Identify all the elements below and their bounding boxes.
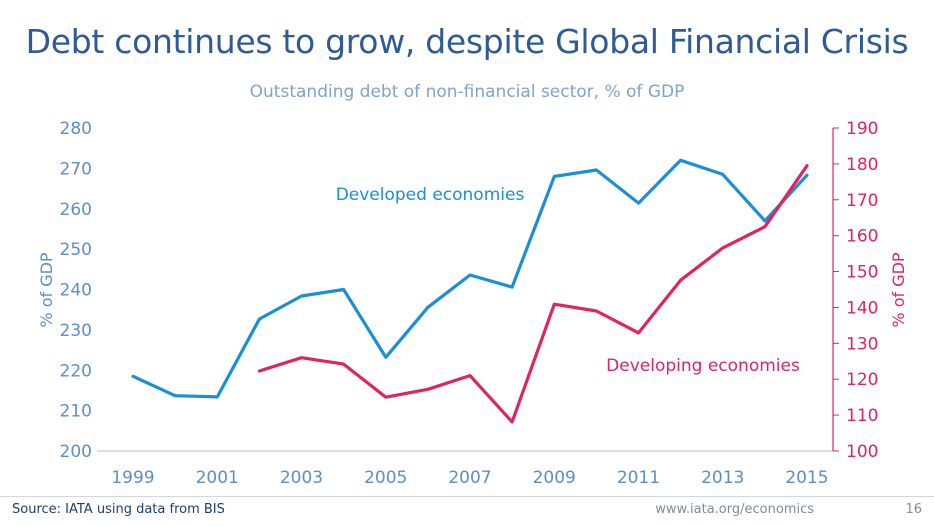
source-note: Source: IATA using data from BIS bbox=[12, 502, 225, 517]
x-tick-label: 2011 bbox=[617, 468, 660, 488]
data-point-developed bbox=[722, 174, 723, 175]
data-point-developed bbox=[259, 318, 260, 319]
data-point-developed bbox=[427, 307, 428, 308]
data-point-developing bbox=[512, 421, 513, 422]
y-right-axis-title: % of GDP bbox=[889, 252, 908, 328]
data-point-developing bbox=[807, 165, 808, 166]
website-link[interactable]: www.iata.org/economics bbox=[655, 502, 814, 517]
data-point-developed bbox=[385, 357, 386, 358]
y-left-axis-title: % of GDP bbox=[37, 252, 56, 328]
data-point-developing bbox=[385, 397, 386, 398]
data-point-developed bbox=[343, 289, 344, 290]
data-point-developed bbox=[470, 274, 471, 275]
y-left-tick-label: 210 bbox=[60, 402, 92, 422]
y-right-tick-label: 130 bbox=[846, 334, 878, 354]
data-point-developed bbox=[301, 295, 302, 296]
data-point-developing bbox=[301, 357, 302, 358]
y-right-tick-label: 140 bbox=[846, 298, 878, 318]
data-point-developed bbox=[133, 376, 134, 377]
data-point-developed bbox=[764, 220, 765, 221]
x-tick-label: 1999 bbox=[111, 468, 154, 488]
y-left-tick-label: 250 bbox=[60, 240, 92, 260]
data-point-developed bbox=[217, 396, 218, 397]
data-point-developing bbox=[680, 280, 681, 281]
y-right-tick-label: 150 bbox=[846, 263, 878, 283]
series-line-developing bbox=[257, 164, 809, 424]
data-point-developed bbox=[175, 395, 176, 396]
x-tick-label: 2009 bbox=[533, 468, 576, 488]
data-point-developing bbox=[259, 370, 260, 371]
data-point-developed bbox=[807, 175, 808, 176]
y-right-tick-label: 160 bbox=[846, 227, 878, 247]
y-left-tick-label: 230 bbox=[60, 321, 92, 341]
data-point-developing bbox=[638, 332, 639, 333]
y-right-tick-label: 110 bbox=[846, 406, 878, 426]
y-right-tick-label: 120 bbox=[846, 370, 878, 390]
x-tick-label: 2013 bbox=[701, 468, 744, 488]
chart-subtitle: Outstanding debt of non-financial sector… bbox=[249, 82, 685, 102]
data-point-developing bbox=[427, 389, 428, 390]
data-point-developed bbox=[512, 287, 513, 288]
series-label-developed: Developed economies bbox=[336, 185, 525, 205]
y-right-tick-label: 100 bbox=[846, 442, 878, 462]
data-point-developed bbox=[680, 160, 681, 161]
data-point-developing bbox=[343, 364, 344, 365]
x-tick-label: 2003 bbox=[280, 468, 323, 488]
data-point-developing bbox=[554, 304, 555, 305]
data-point-developed bbox=[554, 176, 555, 177]
data-point-developing bbox=[722, 247, 723, 248]
y-right-tick-label: 190 bbox=[846, 119, 878, 139]
footer-divider bbox=[0, 496, 934, 497]
y-left-tick-label: 200 bbox=[60, 442, 92, 462]
y-right-tick-label: 180 bbox=[846, 155, 878, 175]
y-left-tick-label: 220 bbox=[60, 361, 92, 381]
data-point-developed bbox=[596, 169, 597, 170]
data-point-developing bbox=[470, 375, 471, 376]
slide-title: Debt continues to grow, despite Global F… bbox=[25, 22, 909, 61]
data-point-developed bbox=[638, 203, 639, 204]
series-line-developed bbox=[131, 158, 809, 399]
data-point-developing bbox=[764, 226, 765, 227]
series-label-developing: Developing economies bbox=[606, 356, 800, 376]
y-left-tick-label: 270 bbox=[60, 159, 92, 179]
page-number: 16 bbox=[905, 502, 922, 517]
x-tick-label: 2015 bbox=[785, 468, 828, 488]
y-right-tick-label: 170 bbox=[846, 191, 878, 211]
y-left-tick-label: 260 bbox=[60, 200, 92, 220]
x-tick-label: 2007 bbox=[448, 468, 491, 488]
y-left-tick-label: 240 bbox=[60, 281, 92, 301]
data-point-developing bbox=[596, 311, 597, 312]
x-tick-label: 2001 bbox=[196, 468, 239, 488]
x-tick-label: 2005 bbox=[364, 468, 407, 488]
y-left-tick-label: 280 bbox=[60, 119, 92, 139]
